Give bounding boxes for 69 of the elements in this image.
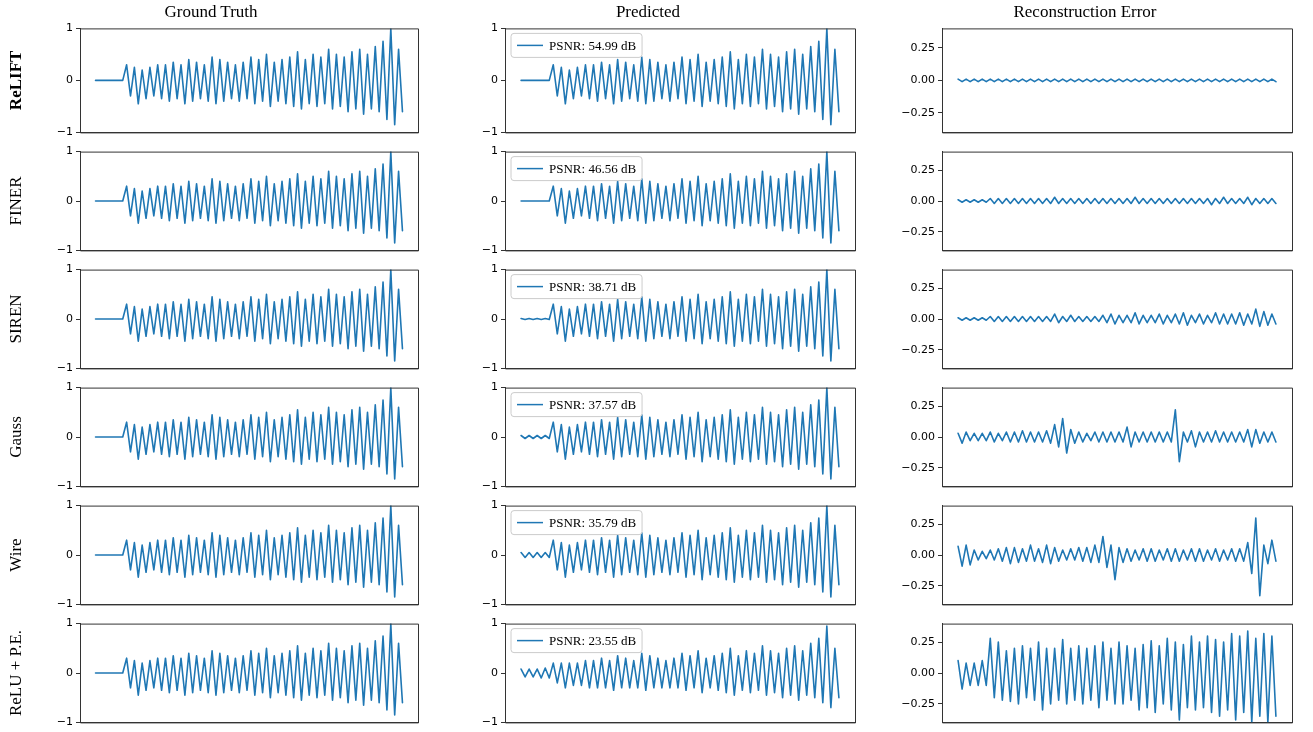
legend-label: PSNR: 23.55 dB: [549, 633, 637, 649]
legend-label: PSNR: 46.56 dB: [549, 161, 637, 177]
y-tick-label: −1: [481, 597, 498, 611]
y-tick-label: 1: [66, 616, 73, 630]
y-tick-label: 0: [66, 429, 73, 443]
y-tick-label: 0.25: [910, 40, 935, 54]
y-tick-label: 0.25: [910, 516, 935, 530]
legend-label: PSNR: 37.57 dB: [549, 397, 637, 413]
y-axis-title: ReLIFT: [5, 49, 25, 111]
y-tick-label: −0.25: [901, 578, 935, 592]
chart-title: Reconstruction Error: [1013, 1, 1157, 21]
y-tick-label: 1: [66, 380, 73, 394]
y-tick-label: −1: [56, 715, 73, 729]
y-axis-title: SIREN: [5, 294, 25, 344]
y-tick-label: −0.25: [901, 460, 935, 474]
y-tick-label: 1: [66, 144, 73, 158]
y-tick-label: 0: [491, 193, 498, 207]
y-tick-label: −1: [56, 125, 73, 139]
y-tick-label: 0.25: [910, 398, 935, 412]
y-tick-label: 1: [491, 262, 498, 276]
y-tick-label: 1: [66, 21, 73, 35]
y-tick-label: 1: [491, 616, 498, 630]
y-tick-label: −1: [56, 243, 73, 257]
y-axis-title: FINER: [5, 175, 25, 226]
y-tick-label: 0: [66, 665, 73, 679]
chart-title: Predicted: [615, 1, 681, 21]
y-tick-label: 0.00: [910, 311, 935, 325]
y-tick-label: 0.00: [910, 73, 935, 87]
y-tick-label: 0.00: [910, 193, 935, 207]
y-tick-label: −1: [481, 479, 498, 493]
y-tick-label: 1: [491, 144, 498, 158]
y-tick-label: 1: [491, 380, 498, 394]
y-tick-label: 0.00: [910, 429, 935, 443]
y-tick-label: −0.25: [901, 224, 935, 238]
y-tick-label: 0: [66, 547, 73, 561]
y-tick-label: 1: [66, 262, 73, 276]
y-tick-label: 0: [491, 73, 498, 87]
y-tick-label: −0.25: [901, 696, 935, 710]
y-tick-label: 1: [491, 21, 498, 35]
y-tick-label: 1: [491, 498, 498, 512]
y-tick-label: 0.25: [910, 634, 935, 648]
y-tick-label: −1: [481, 125, 498, 139]
y-tick-label: −1: [56, 361, 73, 375]
y-tick-label: 0: [491, 665, 498, 679]
y-axis-title: ReLU + P.E.: [5, 629, 25, 717]
y-tick-label: 1: [66, 498, 73, 512]
y-tick-label: 0.25: [910, 280, 935, 294]
y-tick-label: 0.00: [910, 665, 935, 679]
y-tick-label: −0.25: [901, 342, 935, 356]
y-tick-label: −1: [56, 597, 73, 611]
y-tick-label: −1: [481, 361, 498, 375]
y-tick-label: 0: [491, 547, 498, 561]
y-tick-label: 0: [491, 429, 498, 443]
y-tick-label: 0: [66, 311, 73, 325]
y-tick-label: 0: [66, 193, 73, 207]
y-tick-label: 0.00: [910, 547, 935, 561]
legend-label: PSNR: 38.71 dB: [549, 279, 637, 295]
y-tick-label: 0.25: [910, 162, 935, 176]
y-tick-label: −1: [481, 243, 498, 257]
legend-label: PSNR: 35.79 dB: [549, 515, 637, 531]
chart-title: Ground Truth: [164, 1, 259, 21]
y-axis-title: Gauss: [5, 416, 25, 458]
legend-label: PSNR: 54.99 dB: [549, 37, 637, 53]
y-tick-label: 0: [491, 311, 498, 325]
y-tick-label: −0.25: [901, 105, 935, 119]
y-tick-label: 0: [66, 73, 73, 87]
y-tick-label: −1: [481, 715, 498, 729]
y-tick-label: −1: [56, 479, 73, 493]
y-axis-title: Wire: [5, 538, 25, 572]
